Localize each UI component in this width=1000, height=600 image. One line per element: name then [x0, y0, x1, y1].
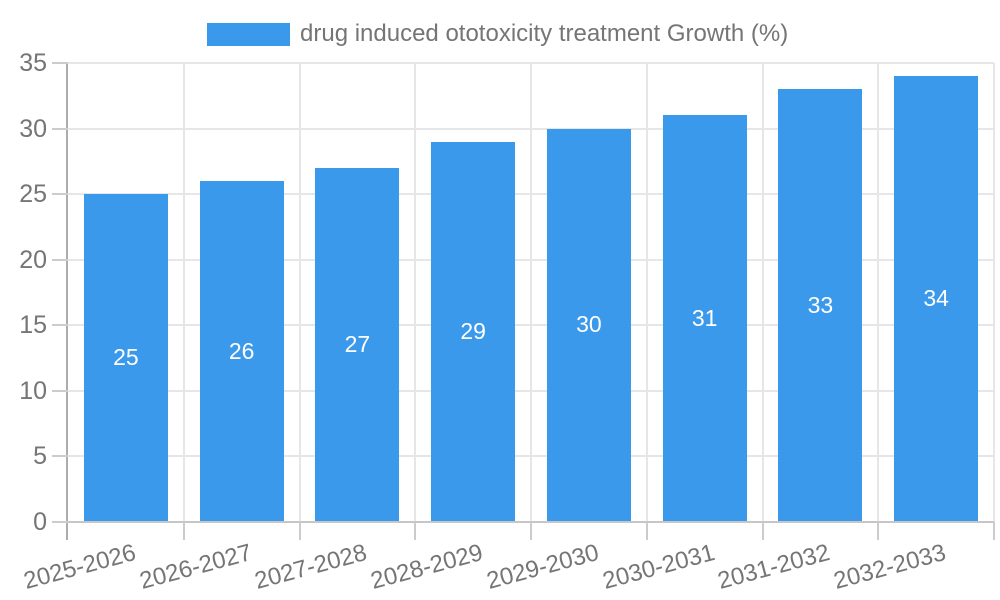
bar[interactable]	[431, 141, 516, 522]
legend[interactable]: drug induced ototoxicity treatment Growt…	[207, 22, 788, 46]
v-gridline	[877, 63, 880, 522]
y-axis-tick	[52, 258, 68, 261]
y-axis-tick	[52, 389, 68, 392]
bar[interactable]	[662, 115, 747, 522]
v-gridline	[761, 63, 764, 522]
legend-label: drug induced ototoxicity treatment Growt…	[300, 20, 789, 47]
y-axis-tick	[52, 62, 68, 64]
y-axis-tick-label: 10	[19, 376, 47, 405]
y-axis-tick-label: 20	[19, 245, 47, 274]
y-axis-tick	[52, 193, 68, 196]
bar-value-label: 31	[691, 304, 718, 331]
x-axis-tick	[993, 522, 995, 540]
y-axis-tick	[52, 324, 68, 327]
v-gridline	[182, 63, 185, 522]
x-axis-tick	[414, 522, 417, 540]
bar-value-label: 33	[807, 291, 834, 318]
v-gridline	[645, 63, 648, 522]
bar-value-label: 27	[344, 330, 371, 357]
bar-value-label: 30	[576, 311, 602, 338]
bar[interactable]	[778, 89, 863, 522]
bar-value-label: 26	[228, 337, 255, 364]
x-axis-tick	[182, 522, 185, 540]
bar[interactable]	[83, 194, 168, 522]
x-axis-tick	[530, 522, 532, 540]
bar[interactable]	[546, 128, 631, 522]
y-axis-tick-label: 5	[33, 442, 47, 471]
y-axis-tick	[52, 127, 68, 130]
v-gridline	[414, 63, 417, 522]
x-axis-tick	[877, 522, 880, 540]
y-axis-line	[66, 63, 68, 540]
v-gridline	[530, 63, 532, 522]
y-axis-tick	[52, 455, 68, 458]
bar[interactable]	[199, 181, 284, 522]
bar[interactable]	[315, 167, 400, 522]
legend-swatch-icon	[207, 22, 290, 46]
y-axis-tick-label: 15	[19, 311, 47, 340]
y-axis-tick-label: 30	[19, 114, 47, 143]
v-gridline	[298, 63, 301, 522]
y-axis-tick-label: 0	[33, 508, 47, 536]
x-axis-tick	[645, 522, 648, 540]
y-axis-tick-label: 35	[19, 49, 47, 77]
x-axis-tick	[298, 522, 301, 540]
bar[interactable]	[894, 76, 979, 522]
bar-value-label: 34	[923, 285, 949, 312]
y-axis-tick-label: 25	[19, 180, 47, 209]
bar-value-label: 25	[113, 344, 139, 371]
plot-area: 25 26 27 29 30 31 33 34	[68, 62, 995, 522]
bar-value-label: 29	[460, 317, 486, 344]
v-gridline	[993, 63, 995, 522]
y-axis-tick	[52, 521, 68, 523]
x-axis-tick	[761, 522, 764, 540]
